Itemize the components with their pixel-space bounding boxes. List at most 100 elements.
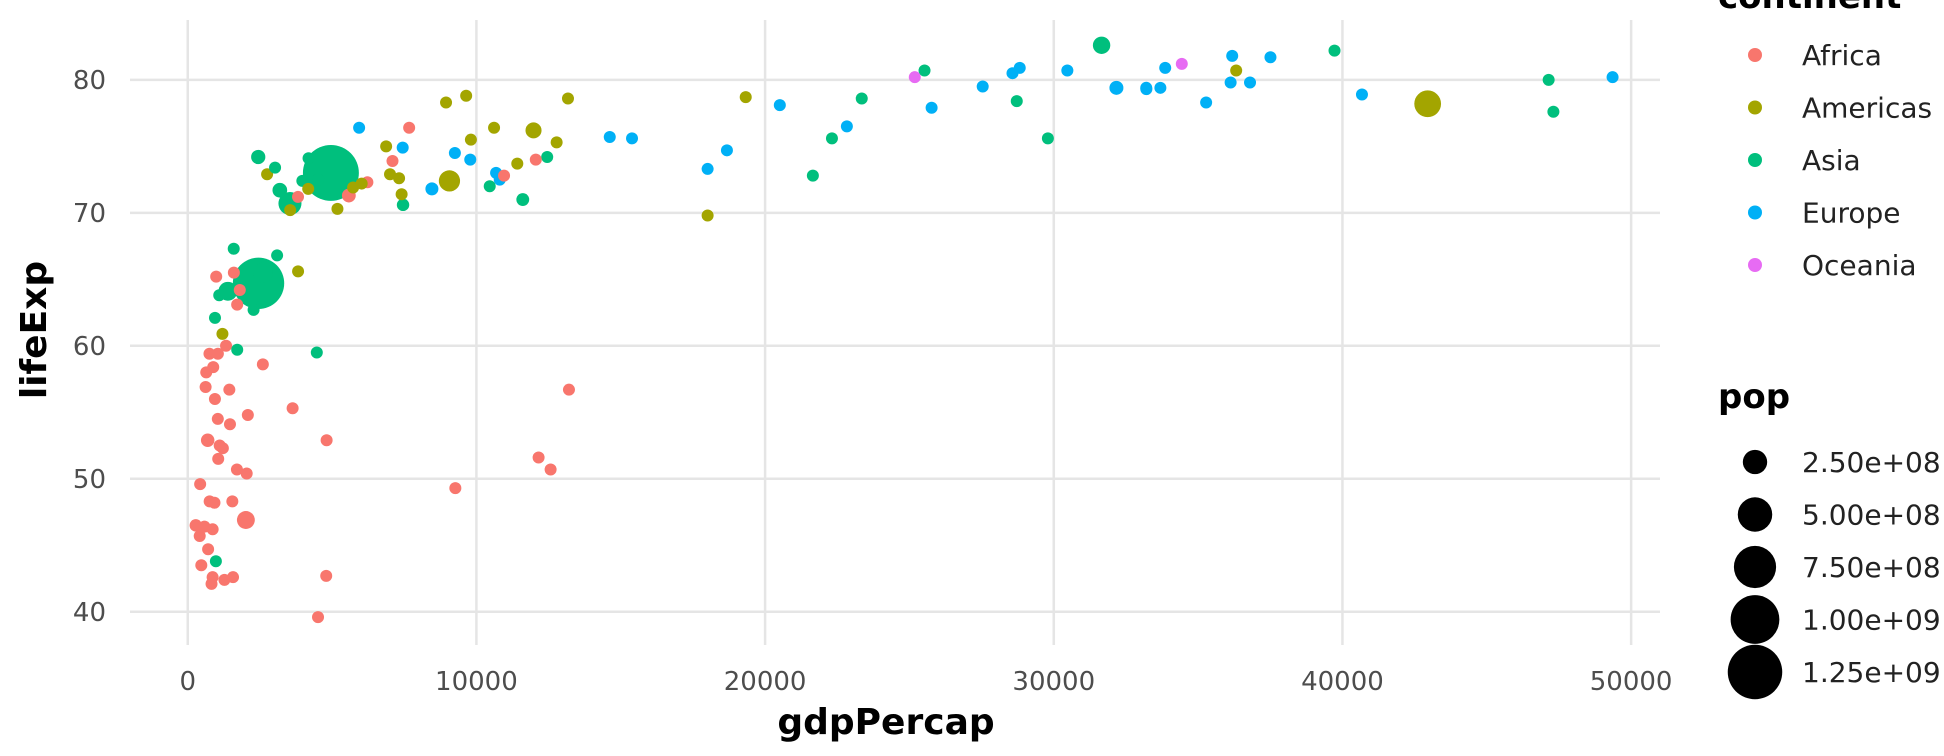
data-point <box>236 511 255 529</box>
data-point <box>292 190 305 203</box>
data-point <box>525 122 542 139</box>
data-point <box>1154 81 1167 94</box>
data-point <box>464 153 477 166</box>
data-point <box>302 144 359 201</box>
data-point <box>271 249 284 262</box>
data-point <box>393 172 406 185</box>
data-point <box>302 152 315 165</box>
data-point <box>310 346 323 359</box>
data-point <box>1092 36 1111 54</box>
data-point <box>1140 83 1153 96</box>
legend-swatch <box>1748 48 1762 62</box>
data-point <box>261 168 274 181</box>
data-point <box>1547 105 1560 118</box>
size-legend-label: 2.50e+08 <box>1802 446 1941 479</box>
data-point <box>396 141 409 154</box>
grid-lines <box>130 20 1660 645</box>
data-point <box>312 611 325 624</box>
data-point <box>908 71 921 84</box>
size-legend-label: 1.25e+09 <box>1802 656 1941 689</box>
x-tick-label: 10000 <box>435 667 518 697</box>
data-point <box>1175 57 1188 70</box>
data-point <box>1159 61 1172 74</box>
data-point <box>1328 44 1341 57</box>
data-point <box>460 89 473 102</box>
data-point <box>529 153 542 166</box>
data-point <box>233 283 246 296</box>
data-point <box>312 173 325 186</box>
data-point <box>203 347 216 360</box>
data-point <box>550 136 563 149</box>
legend-swatch <box>1748 258 1762 272</box>
pop-legend-title: pop <box>1718 377 1790 417</box>
data-point <box>202 543 215 556</box>
data-point <box>1355 88 1368 101</box>
data-point <box>701 209 714 222</box>
data-point <box>208 496 221 509</box>
x-tick-label: 20000 <box>724 667 807 697</box>
data-point <box>284 204 297 217</box>
legend-label: Africa <box>1802 39 1882 72</box>
data-point <box>440 96 453 109</box>
data-point <box>320 434 333 447</box>
data-point <box>212 452 225 465</box>
data-point <box>353 121 366 134</box>
legend-label: Europe <box>1802 197 1900 230</box>
data-point <box>223 383 236 396</box>
data-point <box>720 144 733 157</box>
data-point <box>227 242 240 255</box>
data-point <box>449 482 462 495</box>
data-point <box>216 442 229 455</box>
data-point <box>230 463 243 476</box>
data-point <box>532 451 545 464</box>
data-point <box>226 495 239 508</box>
data-point <box>302 182 315 195</box>
data-point <box>626 132 639 145</box>
legend-swatch <box>1748 205 1762 220</box>
data-point <box>247 303 260 316</box>
data-point <box>380 140 393 153</box>
data-point <box>231 298 244 311</box>
size-legend-label: 5.00e+08 <box>1802 499 1941 532</box>
data-point <box>516 193 530 206</box>
data-point <box>396 198 410 212</box>
data-point <box>210 270 223 283</box>
data-point <box>976 80 989 93</box>
y-tick-label: 70 <box>73 199 106 229</box>
data-point <box>806 169 819 182</box>
data-point <box>1414 90 1442 118</box>
data-point <box>384 168 397 181</box>
y-tick-label: 80 <box>73 66 106 96</box>
data-point <box>1200 96 1213 109</box>
data-point <box>200 433 215 447</box>
data-point <box>206 571 219 584</box>
y-tick-label: 40 <box>73 598 106 628</box>
size-legend-swatch <box>1742 449 1768 475</box>
data-point <box>1542 73 1555 86</box>
continent-legend: continent Africa Americas Asia Europe Oceani… <box>1718 0 1932 282</box>
data-point <box>1264 51 1277 64</box>
data-point <box>241 408 254 421</box>
data-point <box>386 154 399 167</box>
legend-label: Oceania <box>1802 249 1917 282</box>
data-point <box>292 265 305 278</box>
data-point <box>395 188 408 201</box>
data-point <box>193 529 206 542</box>
data-point <box>198 520 211 533</box>
data-point <box>511 157 524 170</box>
legend-label: Asia <box>1802 144 1861 177</box>
data-point <box>320 569 333 582</box>
x-tick-label: 50000 <box>1590 667 1673 697</box>
data-point <box>1010 95 1023 108</box>
data-point <box>541 150 554 163</box>
data-point <box>425 182 439 196</box>
data-points <box>189 36 1619 624</box>
data-point <box>562 383 575 396</box>
data-point <box>286 402 299 415</box>
data-point <box>200 366 213 379</box>
data-point <box>925 101 938 114</box>
data-point <box>918 64 931 77</box>
data-point <box>256 358 269 371</box>
data-point <box>208 311 221 324</box>
data-point <box>213 289 226 302</box>
